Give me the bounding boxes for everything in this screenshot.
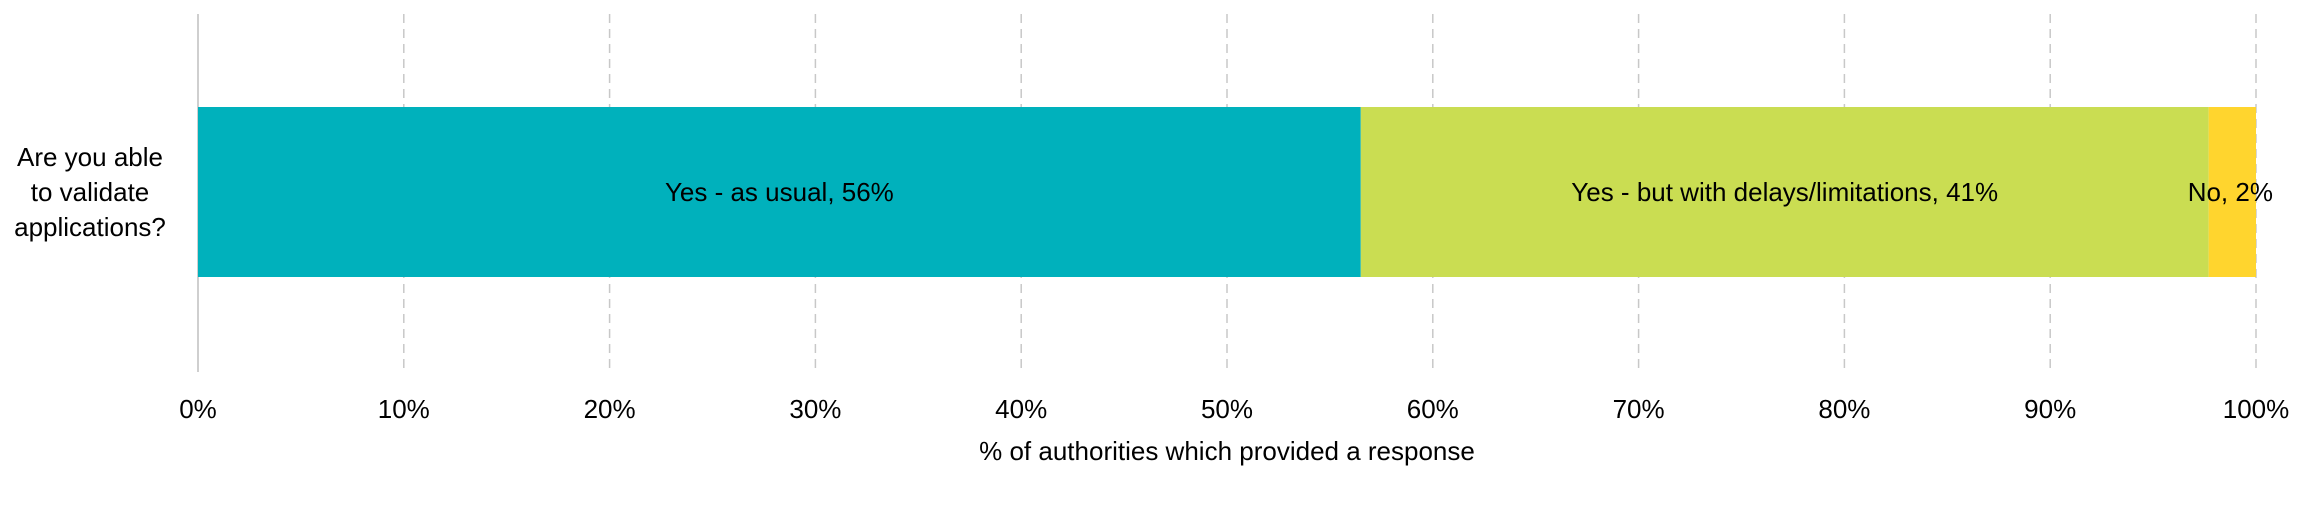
- x-tick-label: 10%: [378, 394, 430, 424]
- x-tick-label: 100%: [2223, 394, 2290, 424]
- bar-segment: [1360, 107, 2209, 277]
- x-tick-label: 60%: [1407, 394, 1459, 424]
- x-tick-label: 50%: [1201, 394, 1253, 424]
- data-label: No, 2%: [2188, 177, 2273, 207]
- x-tick-label: 30%: [789, 394, 841, 424]
- data-labels: Yes - as usual, 56% Yes - but with delays…: [665, 177, 2273, 207]
- category-label-line: applications?: [14, 212, 166, 242]
- bar-segment: [2208, 107, 2256, 277]
- category-label-line: to validate: [31, 177, 150, 207]
- x-tick-label: 90%: [2024, 394, 2076, 424]
- category-label: Are you able to validate applications?: [14, 142, 166, 242]
- x-tick-label: 80%: [1818, 394, 1870, 424]
- x-axis-tick-labels: 0% 10% 20% 30% 40% 50% 60% 70% 80% 90% 100%: [179, 394, 2289, 424]
- x-tick-label: 70%: [1613, 394, 1665, 424]
- bar-segment: [198, 107, 1361, 277]
- x-tick-label: 40%: [995, 394, 1047, 424]
- bar-segments: [198, 107, 2256, 277]
- x-tick-label: 0%: [179, 394, 217, 424]
- data-label: Yes - as usual, 56%: [665, 177, 894, 207]
- data-label: Yes - but with delays/limitations, 41%: [1571, 177, 1998, 207]
- x-axis-title: % of authorities which provided a respon…: [979, 436, 1475, 466]
- x-tick-label: 20%: [584, 394, 636, 424]
- category-label-line: Are you able: [17, 142, 163, 172]
